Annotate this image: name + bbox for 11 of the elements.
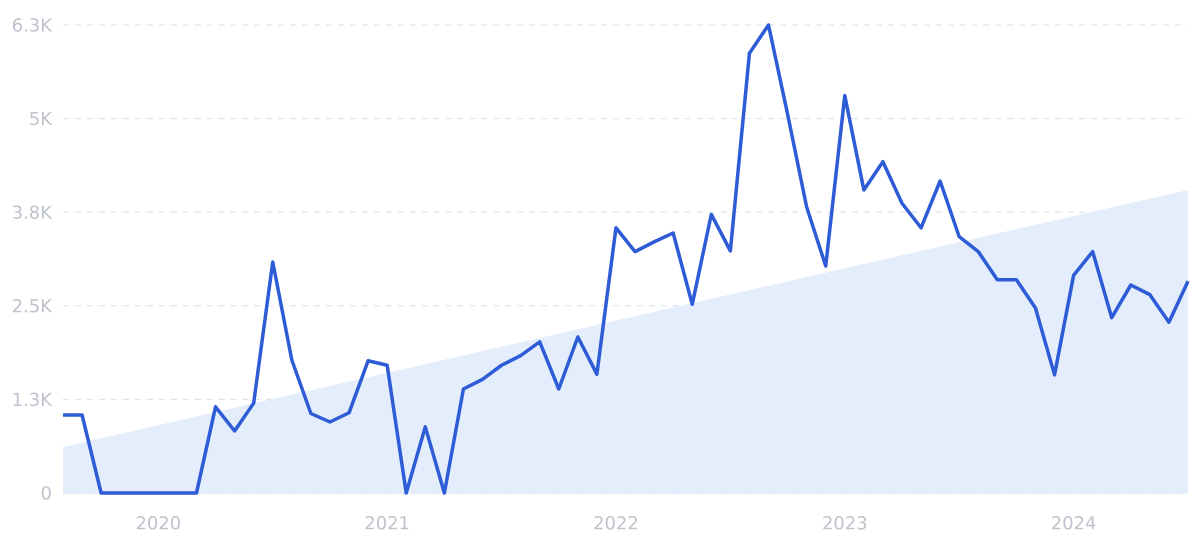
x-tick-label: 2024 <box>1052 516 1096 530</box>
x-tick-label: 2021 <box>365 516 409 530</box>
y-tick-label: 6.3K <box>12 18 53 32</box>
x-tick-label: 2020 <box>136 516 180 530</box>
y-tick-label: 5K <box>30 111 53 126</box>
y-tick-label: 1.3K <box>13 392 53 407</box>
y-tick-label: 3.8K <box>13 205 53 219</box>
x-tick-label: 2023 <box>823 516 867 530</box>
y-tick-label: 2.5K <box>12 299 53 313</box>
x-tick-label: 2022 <box>594 516 637 530</box>
y-tick-label: 0 <box>41 486 51 500</box>
